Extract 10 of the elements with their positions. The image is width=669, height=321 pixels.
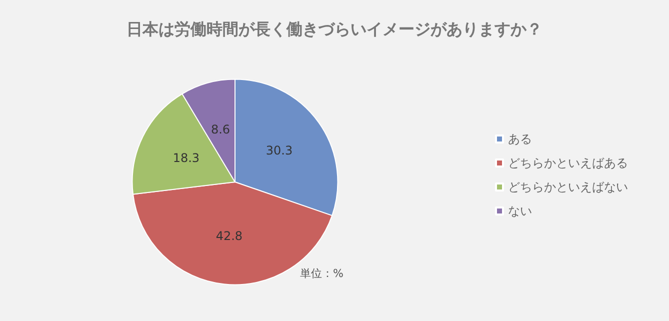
text: 単位：% [300, 267, 344, 280]
legend-label: ない [508, 204, 532, 218]
data-label: 42.8 [216, 229, 243, 244]
data-label: 18.3 [172, 151, 200, 166]
chart-title: 日本は労働時間が長く働きづらいイメージがありますか？ [126, 20, 542, 38]
legend-label: どちらかといえばない [508, 180, 628, 194]
data-label: 30.3 [266, 143, 293, 158]
data-label: 8.6 [210, 122, 230, 137]
legend-label: ある [508, 132, 532, 146]
legend-label: どちらかといえばある [508, 156, 628, 170]
